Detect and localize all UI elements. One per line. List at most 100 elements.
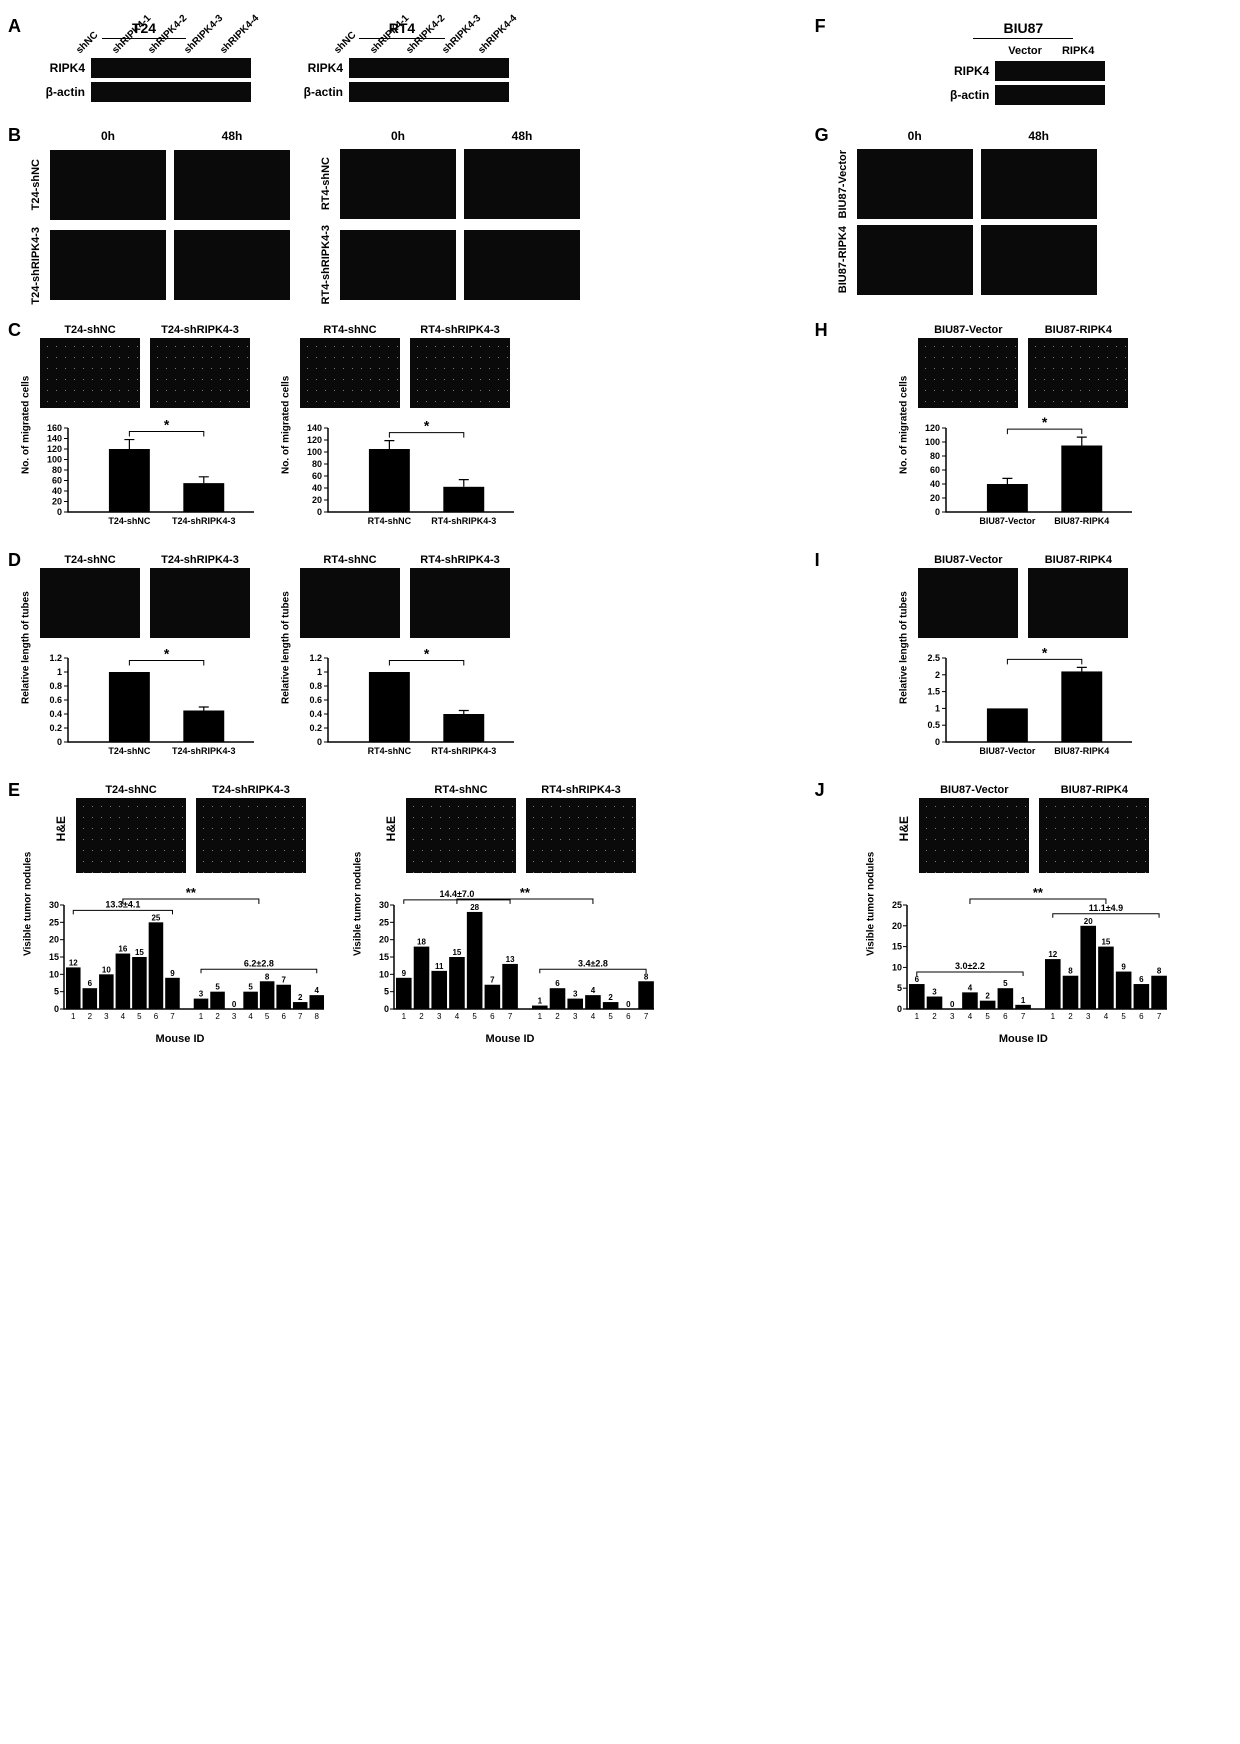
svg-text:12: 12	[69, 959, 78, 968]
svg-text:11: 11	[435, 962, 444, 971]
row-head: RT4-shRIPK4-3	[320, 225, 332, 304]
svg-text:0: 0	[317, 507, 322, 517]
blot-band	[349, 58, 509, 78]
svg-text:100: 100	[925, 437, 940, 447]
svg-text:30: 30	[379, 900, 389, 910]
svg-text:1: 1	[538, 1012, 543, 1021]
svg-text:15: 15	[452, 948, 461, 957]
blot-title: BIU87	[973, 20, 1073, 39]
micrograph	[857, 149, 973, 219]
svg-text:1: 1	[538, 997, 543, 1006]
svg-text:120: 120	[307, 435, 322, 445]
svg-text:0: 0	[384, 1004, 389, 1014]
svg-text:6: 6	[1139, 976, 1144, 985]
svg-text:5: 5	[215, 983, 220, 992]
lane-label: Vector	[1008, 45, 1042, 57]
svg-text:5: 5	[384, 987, 389, 997]
svg-text:20: 20	[52, 497, 62, 507]
svg-text:0: 0	[57, 507, 62, 517]
svg-text:0: 0	[626, 1000, 631, 1009]
svg-text:25: 25	[379, 918, 389, 928]
panel-letter: B	[8, 125, 21, 146]
svg-text:1: 1	[1051, 1012, 1056, 1021]
svg-text:5: 5	[608, 1012, 613, 1021]
svg-text:140: 140	[307, 423, 322, 433]
svg-text:5: 5	[986, 1012, 991, 1021]
svg-text:1.2: 1.2	[49, 653, 62, 663]
micrograph	[464, 230, 580, 300]
panel-j: J H&EBIU87-VectorBIU87-RIPK4051015202561…	[837, 784, 1210, 1031]
panel-a: A T24 shNC shRIPK4-1 shRIPK4-2 shRIPK4-3…	[30, 20, 807, 109]
svg-text:RT4-shNC: RT4-shNC	[368, 746, 412, 756]
svg-text:25: 25	[151, 914, 160, 923]
blot-row-label: β-actin	[941, 88, 989, 102]
svg-text:15: 15	[1102, 938, 1111, 947]
svg-text:15: 15	[892, 942, 902, 952]
panel-letter: G	[815, 125, 829, 146]
svg-text:3: 3	[573, 1012, 578, 1021]
svg-text:4: 4	[1104, 1012, 1109, 1021]
svg-text:6: 6	[88, 980, 93, 989]
svg-text:5: 5	[897, 984, 902, 994]
svg-text:40: 40	[52, 486, 62, 496]
svg-text:2: 2	[1069, 1012, 1074, 1021]
svg-text:120: 120	[47, 444, 62, 454]
svg-text:25: 25	[892, 900, 902, 910]
svg-text:100: 100	[47, 455, 62, 465]
svg-text:T24-shRIPK4-3: T24-shRIPK4-3	[172, 746, 236, 756]
row-head: T24-shRIPK4-3	[30, 227, 42, 305]
panel-c: C T24-shNCT24-shRIPK4-302040608010012014…	[30, 324, 807, 534]
blot-row-label: RIPK4	[37, 61, 85, 75]
blot-band	[349, 82, 509, 102]
svg-text:15: 15	[135, 948, 144, 957]
bar-chart: T24-shNCT24-shRIPK4-30204060801001201401…	[30, 324, 260, 534]
panel-letter: E	[8, 780, 20, 801]
lane-label: shNC	[74, 26, 104, 56]
svg-text:3: 3	[199, 990, 204, 999]
svg-text:7: 7	[281, 976, 286, 985]
col-head: 0h	[50, 129, 166, 143]
panel-letter: I	[815, 550, 820, 571]
svg-text:*: *	[424, 646, 430, 662]
panel-i: I BIU87-VectorBIU87-RIPK400.511.522.5BIU…	[837, 554, 1210, 764]
svg-text:7: 7	[1157, 1012, 1162, 1021]
panel-g: G 0h48h BIU87-Vector BIU87-RIPK4	[837, 129, 1210, 304]
blot-row-label: β-actin	[295, 85, 343, 99]
svg-text:0: 0	[57, 737, 62, 747]
row-head: T24-shNC	[30, 159, 42, 210]
svg-text:30: 30	[49, 900, 59, 910]
svg-text:2: 2	[215, 1012, 220, 1021]
svg-text:20: 20	[312, 495, 322, 505]
svg-text:6: 6	[626, 1012, 631, 1021]
panel-b: B 0h48h T24-shNC T24-shRIPK4-3 0h48h RT4…	[30, 129, 807, 304]
panel-letter: A	[8, 16, 21, 37]
svg-text:4: 4	[121, 1012, 126, 1021]
svg-text:8: 8	[1069, 967, 1074, 976]
blot-row-label: RIPK4	[295, 61, 343, 75]
svg-text:7: 7	[508, 1012, 513, 1021]
svg-text:20: 20	[930, 493, 940, 503]
svg-text:80: 80	[52, 465, 62, 475]
svg-text:0.2: 0.2	[309, 723, 322, 733]
blot-band	[91, 58, 251, 78]
svg-text:5: 5	[54, 987, 59, 997]
svg-text:*: *	[1042, 415, 1048, 431]
svg-text:15: 15	[379, 952, 389, 962]
figure-container: A T24 shNC shRIPK4-1 shRIPK4-2 shRIPK4-3…	[30, 20, 1210, 1031]
svg-text:BIU87-Vector: BIU87-Vector	[980, 746, 1037, 756]
row-head: BIU87-Vector	[837, 150, 849, 218]
svg-text:140: 140	[47, 434, 62, 444]
svg-text:6: 6	[281, 1012, 286, 1021]
svg-text:0: 0	[935, 737, 940, 747]
svg-text:0.4: 0.4	[309, 709, 322, 719]
micrograph	[174, 150, 290, 220]
bar-chart: RT4-shNCRT4-shRIPK4-3020406080100120140R…	[290, 324, 520, 534]
svg-text:3: 3	[573, 990, 578, 999]
svg-text:2: 2	[555, 1012, 560, 1021]
svg-text:T24-shNC: T24-shNC	[108, 516, 151, 526]
svg-text:4: 4	[591, 1012, 596, 1021]
svg-text:4: 4	[315, 987, 320, 996]
svg-text:2.5: 2.5	[928, 653, 941, 663]
panel-h: H BIU87-VectorBIU87-RIPK4020406080100120…	[837, 324, 1210, 534]
svg-text:2: 2	[986, 992, 991, 1001]
